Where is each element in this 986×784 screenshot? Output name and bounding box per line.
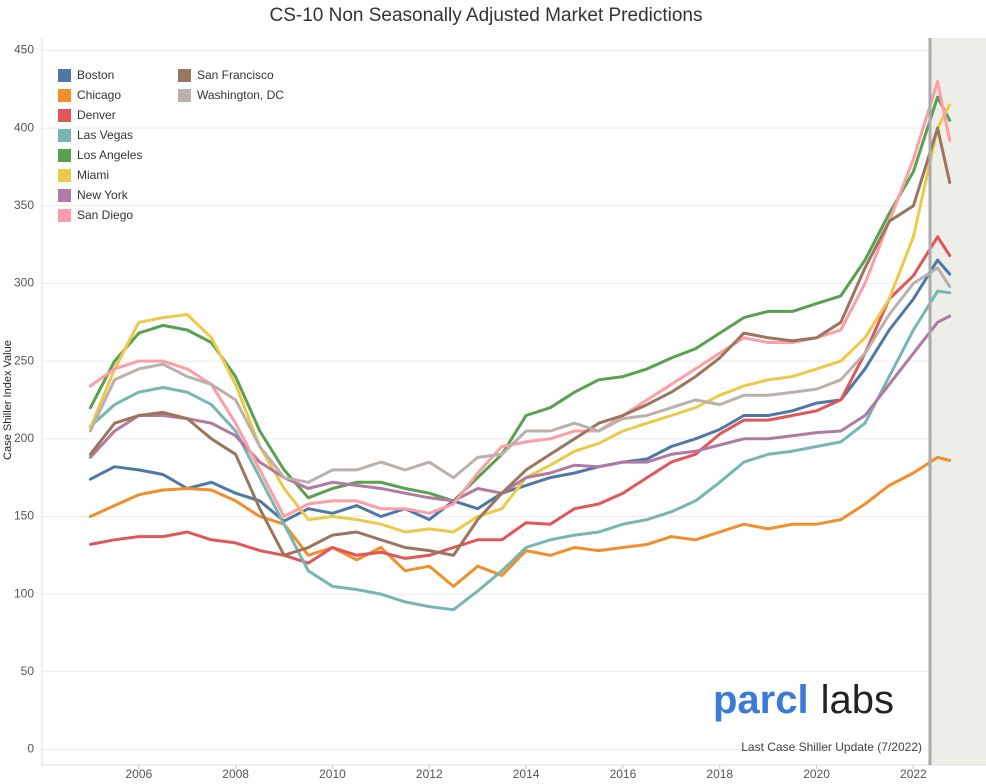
logo: parcl labs	[713, 678, 894, 722]
series-line	[88, 126, 952, 557]
y-tick-label: 350	[14, 198, 34, 212]
legend-swatch	[58, 109, 71, 122]
y-tick-label: 150	[14, 509, 34, 523]
projection-shade	[930, 38, 986, 765]
series-line	[88, 95, 952, 503]
y-tick-label: 400	[14, 120, 34, 134]
legend-swatch	[58, 189, 71, 202]
x-tick-label: 2020	[803, 767, 830, 781]
series-line	[88, 289, 952, 612]
legend: Boston Chicago Denver Las Vegas Los Angeles M…	[58, 68, 284, 222]
y-tick-label: 250	[14, 353, 34, 367]
series-line	[88, 455, 952, 588]
series-line	[88, 235, 952, 565]
legend-label: Las Vegas	[77, 128, 133, 142]
series-line	[88, 266, 952, 484]
series-line	[88, 80, 952, 518]
y-tick-label: 200	[14, 431, 34, 445]
x-tick-label: 2008	[222, 767, 249, 781]
y-axis-title: Case Shiller Index Value	[2, 340, 14, 460]
x-tick-label: 2016	[610, 767, 637, 781]
lines	[88, 80, 952, 612]
legend-swatch	[58, 209, 71, 222]
series-line	[88, 258, 952, 523]
series-line	[88, 314, 952, 503]
y-tick-label: 450	[14, 43, 34, 57]
grid: 0 50 100 150 200 250 300 350 400 450 2006 2008 2010 2…	[14, 38, 986, 781]
legend-label: San Diego	[77, 208, 133, 222]
x-tick-label: 2012	[416, 767, 443, 781]
legend-swatch	[58, 129, 71, 142]
legend-label: Denver	[77, 108, 116, 122]
legend-swatch	[58, 69, 71, 82]
legend-swatch	[58, 169, 71, 182]
y-tick-label: 100	[14, 586, 34, 600]
legend-swatch	[178, 89, 191, 102]
logo-suffix: labs	[821, 678, 894, 722]
x-tick-label: 2018	[706, 767, 733, 781]
x-tick-label: 2010	[319, 767, 346, 781]
legend-label: Boston	[77, 68, 114, 82]
update-annotation: Last Case Shiller Update (7/2022)	[741, 740, 922, 754]
legend-label: New York	[77, 188, 129, 202]
chart-title: CS-10 Non Seasonally Adjusted Market Pre…	[269, 5, 702, 26]
y-tick-label: 0	[27, 742, 34, 756]
series-line	[88, 103, 952, 534]
x-tick-label: 2014	[513, 767, 540, 781]
logo-brand: parcl	[713, 678, 809, 722]
legend-label: Los Angeles	[77, 148, 142, 162]
legend-swatch	[58, 149, 71, 162]
legend-swatch	[178, 69, 191, 82]
y-tick-label: 50	[21, 664, 35, 678]
x-tick-label: 2022	[900, 767, 927, 781]
legend-label: San Francisco	[197, 68, 274, 82]
y-tick-label: 300	[14, 276, 34, 290]
legend-swatch	[58, 89, 71, 102]
legend-label: Washington, DC	[197, 88, 284, 102]
legend-label: Chicago	[77, 88, 121, 102]
x-tick-label: 2006	[125, 767, 152, 781]
legend-label: Miami	[77, 168, 109, 182]
